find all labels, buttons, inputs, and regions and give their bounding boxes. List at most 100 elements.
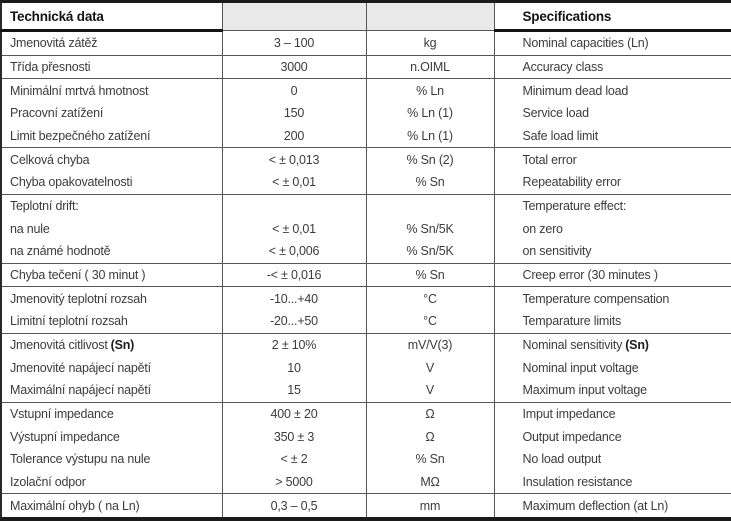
spec-label-cz: Jmenovitý teplotní rozsah [0, 286, 223, 310]
spec-value [221, 193, 367, 218]
spec-label-cz: Maximální napájecí napětí [0, 378, 223, 403]
spec-value: -20...+50 [221, 309, 367, 334]
header-czech-title: Technická data [0, 1, 223, 32]
table-row: Výstupní impedance 350 ± 3 Ω Output impe… [0, 425, 731, 448]
spec-label-cz: Limitní teplotní rozsah [0, 309, 223, 334]
spec-value: 10 [221, 356, 367, 379]
header-unit-cell [365, 1, 495, 31]
table-row: Jmenovitá zátěž 3 – 100 kg Nominal capac… [0, 30, 731, 56]
spec-label-cz: na nule [0, 217, 223, 240]
bold-sn-suffix: (Sn) [625, 337, 649, 352]
spec-label-en: Accuracy class [493, 54, 731, 79]
spec-unit: % Ln (1) [365, 124, 495, 148]
spec-unit: V [365, 378, 495, 403]
spec-value: 350 ± 3 [221, 425, 367, 448]
spec-value: -10...+40 [221, 286, 367, 310]
spec-value: 3 – 100 [221, 30, 367, 56]
spec-label-cz: na známé hodnotě [0, 239, 223, 264]
spec-label-cz: Jmenovitá zátěž [0, 30, 223, 56]
spec-value: < ± 0,01 [221, 217, 367, 240]
spec-unit: % Ln [365, 78, 495, 103]
table-row: Limit bezpečného zatížení 200 % Ln (1) S… [0, 124, 731, 148]
spec-label-cz: Tolerance výstupu na nule [0, 447, 223, 471]
spec-label-cz: Chyba tečení ( 30 minut ) [0, 262, 223, 287]
spec-value: > 5000 [221, 470, 367, 494]
spec-unit: % Sn [365, 262, 495, 287]
spec-label-cz: Jmenovitá citlivost (Sn) [0, 332, 223, 357]
spec-value: 150 [221, 102, 367, 125]
spec-label-cz: Limit bezpečného zatížení [0, 124, 223, 148]
spec-unit: % Sn [365, 447, 495, 471]
table-row: Třída přesnosti 3000 n.OIML Accuracy cla… [0, 54, 731, 79]
spec-unit: kg [365, 30, 495, 56]
spec-label-cz: Celková chyba [0, 147, 223, 171]
spec-label-cz: Teplotní drift: [0, 193, 223, 218]
spec-label-en: Temperature effect: [493, 193, 731, 218]
spec-label-en: Nominal input voltage [493, 356, 731, 379]
spec-label-cz: Minimální mrtvá hmotnost [0, 78, 223, 103]
table-row: Vstupní impedance 400 ± 20 Ω Imput imped… [0, 401, 731, 426]
spec-label-en: on zero [493, 217, 731, 240]
spec-unit: V [365, 356, 495, 379]
spec-value: < ± 2 [221, 447, 367, 471]
spec-value: 15 [221, 378, 367, 403]
table-row: Maximální napájecí napětí 15 V Maximum i… [0, 378, 731, 403]
table-row: Minimální mrtvá hmotnost 0 % Ln Minimum … [0, 78, 731, 103]
spec-label-en: Repeatability error [493, 170, 731, 195]
spec-unit: Ω [365, 425, 495, 448]
spec-label-en: Nominal capacities (Ln) [493, 30, 731, 56]
spec-unit: % Ln (1) [365, 102, 495, 125]
spec-value: 0,3 – 0,5 [221, 493, 367, 519]
spec-unit: mm [365, 493, 495, 519]
spec-unit: °C [365, 286, 495, 310]
spec-label-en: Temperature compensation [493, 286, 731, 310]
header-value-cell [221, 1, 367, 31]
spec-unit: Ω [365, 401, 495, 426]
spec-unit [365, 193, 495, 218]
spec-label-en: Service load [493, 102, 731, 125]
bold-sn-suffix: (Sn) [110, 337, 135, 352]
spec-label-en: Imput impedance [493, 401, 731, 426]
table-row: Limitní teplotní rozsah -20...+50 °C Tem… [0, 309, 731, 334]
spec-label-cz: Izolační odpor [0, 470, 223, 494]
spec-label-en: Minimum dead load [493, 78, 731, 103]
header-row: Technická data Specifications [0, 1, 731, 32]
table-row: Celková chyba < ± 0,013 % Sn (2) Total e… [0, 147, 731, 171]
table-row: Chyba opakovatelnosti < ± 0,01 % Sn Repe… [0, 170, 731, 195]
spec-unit: % Sn [365, 170, 495, 195]
table-row: Tolerance výstupu na nule < ± 2 % Sn No … [0, 447, 731, 471]
spec-label-cz: Výstupní impedance [0, 425, 223, 448]
table-row: Maximální ohyb ( na Ln) 0,3 – 0,5 mm Max… [0, 493, 731, 519]
spec-label-en: on sensitivity [493, 239, 731, 264]
spec-value: < ± 0,006 [221, 239, 367, 264]
spec-label-en: No load output [493, 447, 731, 471]
table-row: Jmenovité napájecí napětí 10 V Nominal i… [0, 356, 731, 379]
table-row: Teplotní drift: Temperature effect: [0, 193, 731, 218]
spec-label-en: Maximum input voltage [493, 378, 731, 403]
spec-label-cz: Vstupní impedance [0, 401, 223, 426]
header-english-title: Specifications [493, 1, 731, 32]
spec-unit: % Sn (2) [365, 147, 495, 171]
spec-unit: % Sn/5K [365, 239, 495, 264]
spec-value: 400 ± 20 [221, 401, 367, 426]
table-row: Jmenovitý teplotní rozsah -10...+40 °C T… [0, 286, 731, 310]
spec-label-cz: Maximální ohyb ( na Ln) [0, 493, 223, 519]
table-row: Pracovní zatížení 150 % Ln (1) Service l… [0, 102, 731, 125]
spec-unit: n.OIML [365, 54, 495, 79]
table-row: na známé hodnotě < ± 0,006 % Sn/5K on se… [0, 239, 731, 264]
spec-label-cz: Třída přesnosti [0, 54, 223, 79]
spec-value: 200 [221, 124, 367, 148]
spec-label-en: Creep error (30 minutes ) [493, 262, 731, 287]
spec-value: 2 ± 10% [221, 332, 367, 357]
spec-label-en: Total error [493, 147, 731, 171]
spec-label-cz: Jmenovité napájecí napětí [0, 356, 223, 379]
table-row: na nule < ± 0,01 % Sn/5K on zero [0, 217, 731, 240]
spec-value: 3000 [221, 54, 367, 79]
spec-label-cz: Chyba opakovatelnosti [0, 170, 223, 195]
spec-label-en: Nominal sensitivity (Sn) [493, 332, 731, 357]
spec-unit: MΩ [365, 470, 495, 494]
spec-value: 0 [221, 78, 367, 103]
table-row: Jmenovitá citlivost (Sn) 2 ± 10% mV/V(3) … [0, 332, 731, 357]
spec-unit: mV/V(3) [365, 332, 495, 357]
